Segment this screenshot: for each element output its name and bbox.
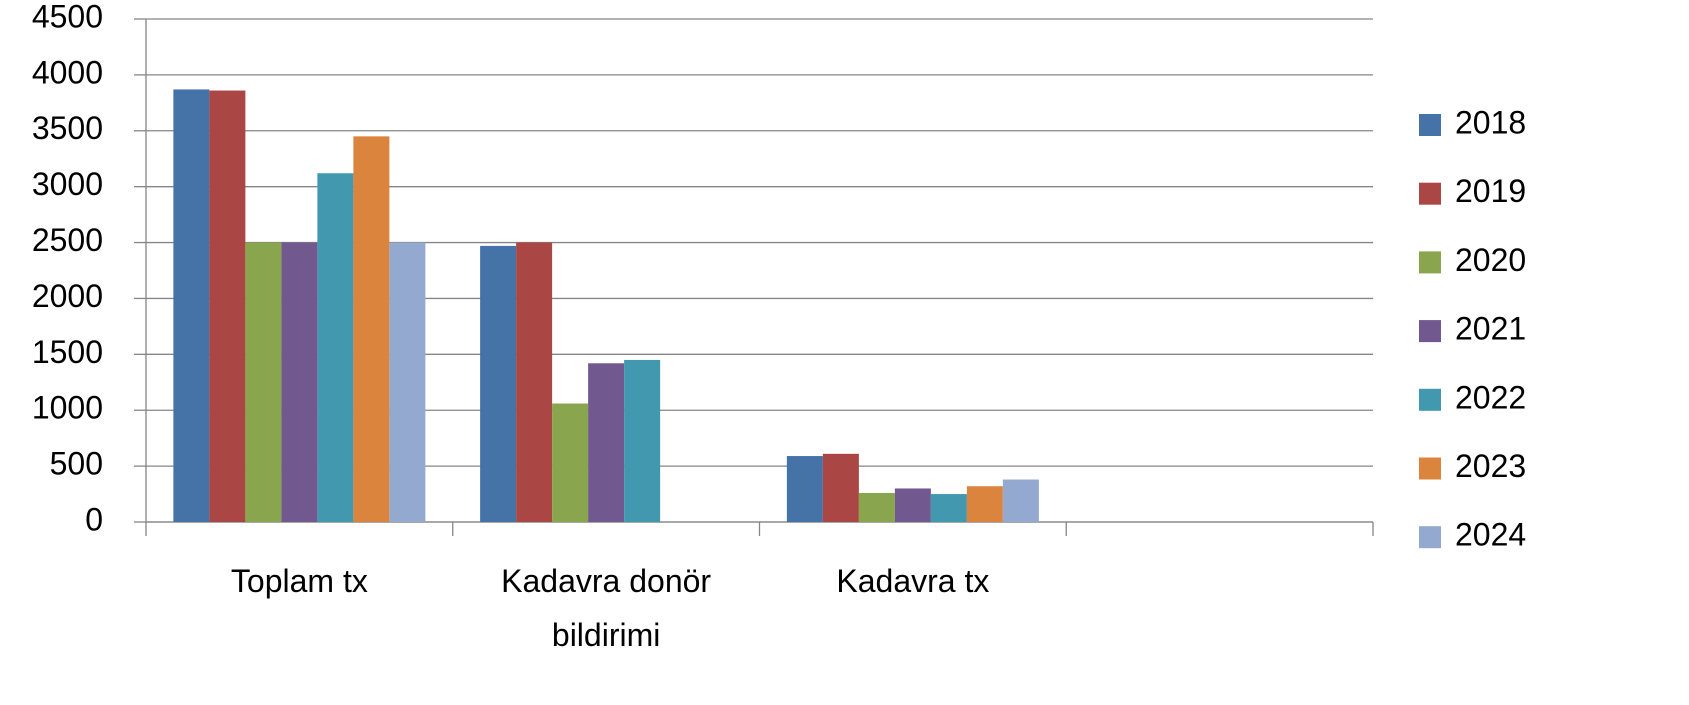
bar (930, 494, 967, 522)
y-tick-label: 4000 (32, 54, 103, 90)
y-tick-label: 0 (85, 501, 103, 537)
bar (317, 173, 354, 522)
y-tick-label: 3000 (32, 166, 103, 202)
bar (858, 492, 895, 522)
y-tick-label: 1500 (32, 334, 103, 370)
legend-swatch (1419, 114, 1441, 136)
bar (281, 242, 318, 523)
legend-swatch (1419, 526, 1441, 549)
y-tick-label: 500 (50, 446, 103, 482)
bar (480, 245, 517, 523)
bar (209, 90, 246, 522)
y-tick-label: 1000 (32, 390, 103, 426)
bar (1002, 479, 1039, 522)
legend-swatch (1419, 251, 1441, 274)
legend-label: 2018 (1455, 104, 1526, 140)
legend-label: 2024 (1455, 517, 1526, 553)
legend-label: 2019 (1455, 173, 1526, 209)
bar (389, 242, 426, 523)
bar (588, 363, 625, 522)
x-tick-label: Toplam tx (230, 563, 368, 599)
legend-swatch (1419, 320, 1441, 343)
bar (894, 488, 931, 522)
y-tick-label: 2000 (32, 278, 103, 314)
x-tick-label: Kadavra donör bildirimi (501, 563, 712, 653)
legend-label: 2022 (1455, 379, 1526, 415)
legend-label: 2023 (1455, 448, 1526, 484)
y-tick-label: 4500 (32, 0, 103, 34)
y-tick-label: 2500 (32, 222, 103, 258)
legend-swatch (1419, 388, 1441, 411)
legend-swatch (1419, 182, 1441, 205)
bar (245, 242, 282, 523)
x-tick-label: Kadavra tx (836, 563, 990, 599)
bar (353, 136, 390, 522)
bar (552, 403, 589, 522)
bar (822, 453, 859, 522)
y-tick-label: 3500 (32, 110, 103, 146)
bar (624, 359, 661, 522)
bar (516, 242, 553, 523)
legend-swatch (1419, 457, 1441, 480)
bar (173, 89, 210, 523)
legend-label: 2020 (1455, 242, 1526, 278)
legend-label: 2021 (1455, 311, 1526, 347)
bar (966, 486, 1003, 522)
bar (786, 456, 823, 522)
